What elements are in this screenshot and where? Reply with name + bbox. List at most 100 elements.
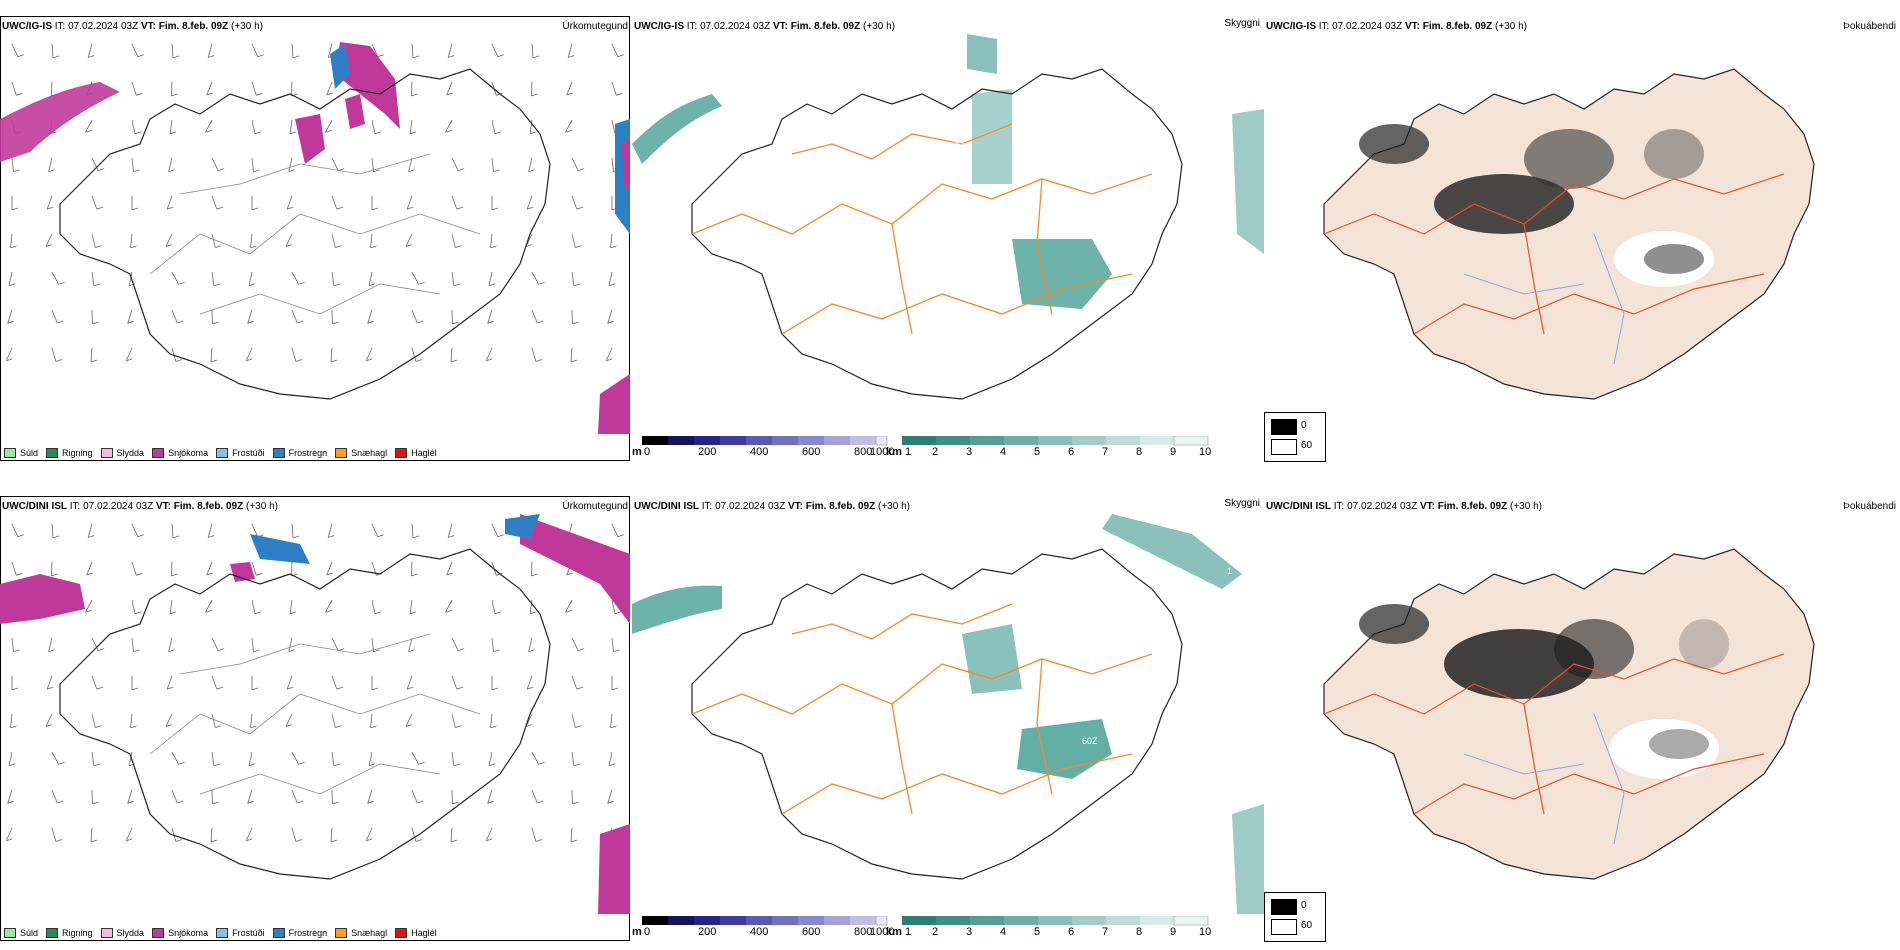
wind-barb	[51, 789, 58, 804]
visibility-tick: 2	[932, 926, 939, 938]
wind-barb	[288, 637, 293, 652]
wind-barbs	[5, 523, 624, 843]
wind-barb-flag	[490, 245, 497, 249]
vt-label: VT:	[1404, 21, 1420, 32]
precip-legend: Súld Rigning Slydda Snjókoma Frostúði Fr…	[4, 928, 437, 938]
wind-barb	[251, 157, 254, 172]
wind-barb	[131, 157, 134, 172]
wind-barb-flag	[491, 687, 499, 691]
wind-barb	[405, 233, 413, 247]
wind-barb-flag	[216, 206, 223, 210]
wind-barb	[166, 195, 173, 210]
wind-barb	[10, 713, 13, 728]
panel-header: UWC/IG-IS IT: 07.02.2024 03Z VT: Fim. 8.…	[1266, 21, 1527, 32]
visibility-tick: 9	[1170, 926, 1177, 938]
wind-barb	[368, 271, 373, 286]
wind-barb	[451, 157, 459, 171]
precip-type-panel: UWC/IG-IS IT: 07.02.2024 03Z VT: Fim. 8.…	[0, 0, 632, 470]
fog-index-dark-area	[1434, 174, 1574, 234]
wind-barb	[288, 157, 293, 172]
wind-barb-flag	[366, 838, 373, 842]
wind-barb-flag	[409, 611, 417, 615]
wind-barb-flag	[131, 687, 139, 691]
roads	[1323, 173, 1785, 335]
wind-barb-flag	[528, 169, 535, 172]
wind-barb-flag	[568, 55, 575, 58]
wind-barb	[91, 751, 95, 766]
wind-barb	[86, 561, 93, 576]
rivers	[1463, 233, 1625, 365]
model-name: UWC/IG-IS	[634, 21, 684, 32]
wind-barb-flag	[446, 572, 453, 576]
wind-barb-flag	[47, 686, 54, 690]
wind-barb-flag	[285, 244, 292, 247]
wind-barb-flag	[213, 283, 221, 287]
wind-barb-flag	[496, 92, 503, 96]
cloud-base-tick: 1000	[870, 446, 895, 458]
wind-barb-flag	[98, 648, 105, 651]
wind-barb-flag	[494, 131, 502, 135]
wind-barb-flag	[134, 611, 142, 615]
swatch-freezing-rain	[272, 448, 285, 458]
fog-legend: 0 60	[1264, 412, 1326, 462]
wind-barb-flag	[55, 839, 62, 842]
wind-barb-flag	[7, 800, 14, 804]
wind-barb-flag	[48, 649, 55, 652]
wind-barb-flag	[11, 207, 19, 211]
wind-barb-flag	[578, 648, 585, 651]
it-value: 07.02.2024 03Z	[715, 501, 786, 512]
wind-barb	[485, 347, 493, 361]
wind-barb	[451, 713, 456, 728]
wind-barb-flag	[130, 725, 137, 729]
wind-barb	[531, 309, 538, 324]
wind-barb-flag	[529, 131, 537, 135]
wind-barb-flag	[415, 359, 422, 362]
precip-map	[0, 42, 630, 434]
wind-barb	[370, 233, 373, 248]
wind-barb-flag	[92, 321, 99, 325]
visibility-tick: 9	[1170, 446, 1177, 458]
wind-barb-flag	[494, 611, 502, 615]
visibility-bin	[1106, 436, 1140, 445]
wind-barb-flag	[168, 649, 175, 652]
legend-item: Haglél	[395, 448, 437, 458]
wind-barb	[51, 43, 54, 58]
wind-barb-flag	[17, 534, 24, 538]
wind-barb-flag	[488, 763, 496, 767]
wind-barb-flag	[408, 169, 415, 172]
wind-barb	[11, 561, 17, 576]
wind-barb-flag	[212, 321, 219, 325]
wind-barb	[611, 119, 616, 134]
precip-map-frame	[0, 496, 630, 941]
wind-barb	[291, 751, 299, 765]
wind-barb-flag	[418, 281, 425, 285]
wind-barb	[168, 157, 173, 172]
cloud-base-bin	[642, 436, 668, 445]
wind-barb-flag	[11, 687, 19, 691]
wind-barb-flag	[573, 763, 581, 767]
low-visibility-area	[1102, 514, 1242, 589]
wind-barb-flag	[289, 611, 297, 615]
vt-label: VT:	[140, 21, 156, 32]
wind-barb-flag	[10, 245, 17, 249]
wind-barb	[210, 347, 213, 362]
wind-barb	[11, 523, 19, 537]
wind-barbs	[5, 43, 624, 363]
wind-barb-flag	[371, 207, 379, 211]
wind-barb-flag	[407, 206, 414, 210]
wind-barb-flag	[377, 54, 384, 58]
wind-barb-flag	[538, 281, 545, 285]
wind-barb	[87, 523, 93, 538]
wind-barb	[491, 523, 499, 537]
legend-label: Súld	[20, 448, 39, 458]
wind-barb-flag	[250, 725, 257, 729]
wind-barb-flag	[565, 609, 572, 613]
swatch-snow	[152, 448, 165, 458]
wind-barb	[128, 271, 133, 286]
wind-barb	[91, 195, 98, 210]
wind-barb-flag	[371, 687, 379, 691]
low-visibility-area	[1232, 109, 1264, 254]
iceland-coastline	[691, 68, 1183, 400]
model-name: UWC/IG-IS	[2, 21, 52, 32]
wind-barb-flag	[370, 245, 377, 249]
